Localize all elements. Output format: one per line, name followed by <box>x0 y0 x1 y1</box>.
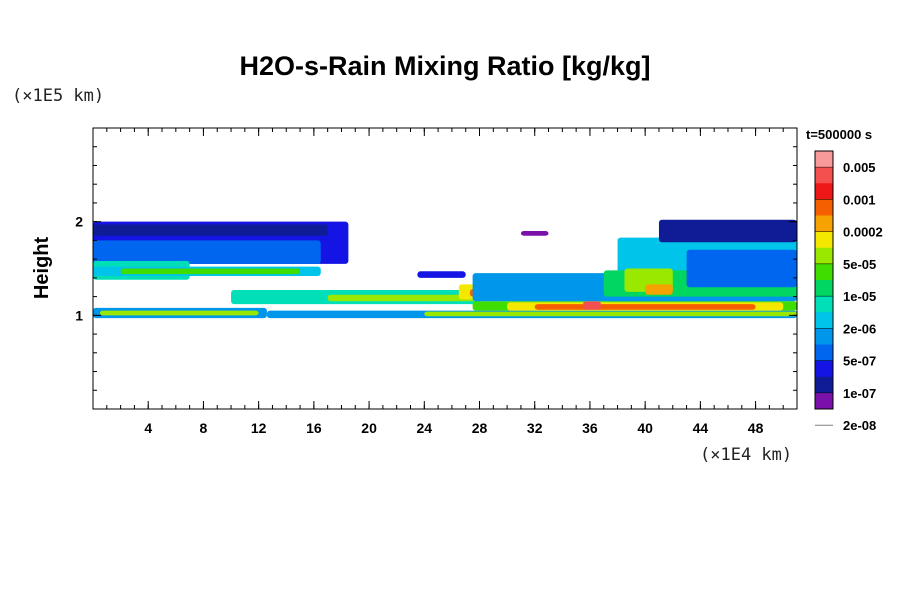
colorbar-swatch <box>815 328 833 345</box>
heatmap-region <box>99 310 259 316</box>
colorbar-label: 0.0002 <box>843 225 883 240</box>
colorbar-label: 0.005 <box>843 160 876 175</box>
colorbar-swatch <box>815 392 833 410</box>
colorbar: 0.005 0.001 0.0002 5e-05 1e-05 2e-06 5e-07 1e-0… <box>814 150 883 433</box>
heatmap-region <box>327 294 480 302</box>
heatmap-region <box>520 231 549 236</box>
colorbar-swatch <box>815 167 833 184</box>
y-axis-label: Height <box>31 237 53 300</box>
colorbar-swatch <box>815 231 833 249</box>
heatmap-region <box>120 268 301 275</box>
time-label: t=500000 s <box>806 127 872 142</box>
heatmap-region <box>93 240 321 264</box>
heatmap-region <box>534 304 756 310</box>
colorbar-swatch <box>815 199 833 216</box>
colorbar-label: 2e-06 <box>843 321 876 336</box>
colorbar-label: 5e-05 <box>843 257 876 272</box>
x-tick-label: 16 <box>306 420 322 436</box>
colorbar-swatch <box>815 151 833 168</box>
plot-frame <box>92 127 798 410</box>
y-tick-label: 1 <box>75 307 83 323</box>
x-tick-label: 20 <box>361 420 377 436</box>
colorbar-label: 1e-07 <box>843 386 876 401</box>
colorbar-frame <box>814 150 834 410</box>
x-axis-unit: (×1E4 km) <box>700 445 792 465</box>
colorbar-swatch <box>815 344 833 362</box>
heatmap-region <box>93 224 328 236</box>
colorbar-label: 5e-07 <box>843 354 876 369</box>
x-tick-label: 32 <box>527 420 543 436</box>
x-axis: 4 8 12 16 20 24 28 32 36 40 44 48 <box>106 128 784 436</box>
heatmap-region <box>658 219 797 243</box>
colorbar-swatch <box>815 247 833 265</box>
x-tick-label: 36 <box>582 420 598 436</box>
colorbar-label: 0.001 <box>843 192 876 207</box>
x-tick-label: 24 <box>417 420 433 436</box>
x-tick-label: 12 <box>251 420 267 436</box>
y-axis: 12 <box>75 146 797 391</box>
heatmap-region <box>583 301 601 310</box>
x-tick-label: 4 <box>144 420 152 436</box>
colorbar-swatch <box>815 312 833 329</box>
heatmap-region <box>424 311 797 317</box>
colorbar-label: 1e-05 <box>843 289 876 304</box>
heatmap-region <box>645 284 673 295</box>
colorbar-swatch <box>815 280 833 297</box>
x-tick-label: 48 <box>748 420 764 436</box>
heatmap-region <box>417 271 466 278</box>
colorbar-swatch <box>815 215 833 233</box>
x-tick-label: 44 <box>693 420 709 436</box>
colorbar-swatch <box>815 376 833 394</box>
x-tick-label: 28 <box>472 420 488 436</box>
x-tick-label: 8 <box>200 420 208 436</box>
colorbar-swatch <box>815 360 833 378</box>
heatmap-field <box>93 219 797 319</box>
chart-title: H2O-s-Rain Mixing Ratio [kg/kg] <box>239 51 650 81</box>
y-tick-label: 2 <box>75 214 83 230</box>
y-axis-unit: (×1E5 km) <box>12 86 104 106</box>
colorbar-swatch <box>815 263 833 281</box>
colorbar-swatch <box>815 296 833 313</box>
colorbar-swatch <box>815 183 833 200</box>
colorbar-label: 2e-08 <box>843 418 876 433</box>
heatmap-region <box>686 249 797 288</box>
x-tick-label: 40 <box>637 420 653 436</box>
